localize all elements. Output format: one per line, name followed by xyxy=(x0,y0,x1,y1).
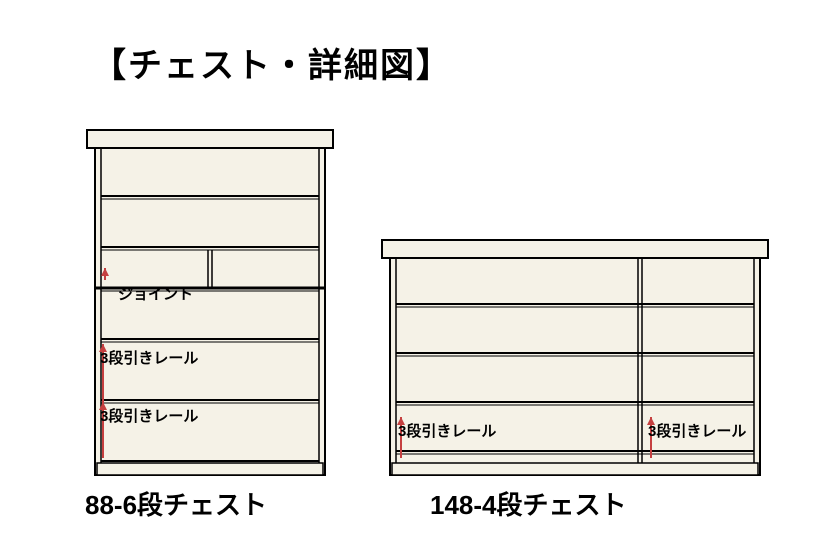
label-left-rail-1: 3段引きレール xyxy=(100,347,198,368)
label-right-rail-2: 3段引きレール xyxy=(648,420,746,441)
label-left-rail-2: 3段引きレール xyxy=(100,405,198,426)
label-joint: ジョイント xyxy=(118,283,193,304)
left-caption: 88-6段チェスト xyxy=(85,485,267,522)
right-chest-diagram xyxy=(0,0,840,560)
label-right-rail-1: 3段引きレール xyxy=(398,420,496,441)
right-caption: 148-4段チェスト xyxy=(430,485,627,522)
